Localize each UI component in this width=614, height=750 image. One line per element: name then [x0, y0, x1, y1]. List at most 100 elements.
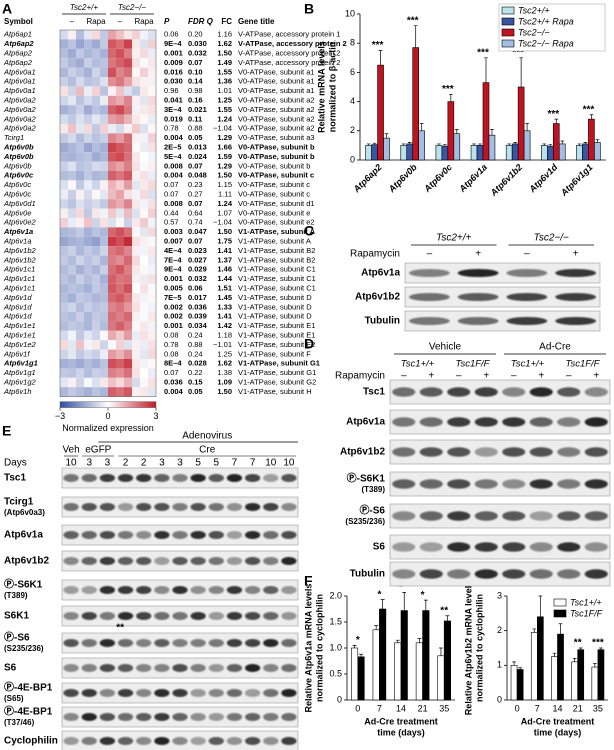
column-header: Gene title	[238, 17, 275, 26]
x-tick-label: Atp6v0b	[386, 162, 419, 195]
heatmap-cell	[100, 48, 108, 59]
y-tick-label: 1.5	[329, 616, 342, 626]
blot-band	[99, 557, 116, 565]
bar	[588, 118, 595, 161]
days-label: Days	[4, 458, 27, 469]
blot-band	[172, 586, 188, 594]
heatmap-cell	[116, 133, 124, 143]
heatmap-cell	[108, 171, 116, 181]
fold-change: 1.25	[217, 95, 232, 104]
significance: **	[440, 605, 448, 616]
fdr-q: 0.07	[188, 161, 203, 170]
heatmap-cell	[132, 105, 140, 115]
gene-symbol: Atp6v1g1	[3, 368, 36, 377]
fold-change: 1.16	[217, 30, 232, 39]
significance: ***	[583, 104, 595, 115]
heatmap-cell	[148, 387, 156, 397]
heatmap-cell	[140, 387, 148, 397]
blot-band	[263, 503, 279, 511]
gene-title: V0-ATPase, subunit a2	[238, 95, 315, 104]
gene-symbol: Atp6v1c1	[3, 283, 35, 292]
heatmap-cell	[76, 387, 84, 397]
blot-band	[557, 542, 581, 552]
bar	[447, 101, 455, 161]
blot-band	[408, 317, 450, 325]
heatmap-cell	[132, 368, 140, 378]
fdr-q: 0.032	[188, 274, 207, 283]
blot-band	[419, 479, 443, 489]
heatmap-cell	[84, 171, 92, 181]
error-bar	[583, 142, 588, 144]
blot-band	[226, 612, 243, 620]
heatmap-cell	[124, 218, 132, 228]
fold-change: −1.04	[213, 124, 232, 133]
blot-band	[190, 531, 206, 539]
significance: *	[421, 590, 425, 601]
blot-band	[506, 269, 548, 277]
heatmap-cell	[68, 246, 76, 256]
error-bar	[423, 599, 428, 611]
heatmap-cell	[140, 114, 148, 124]
heatmap-cell	[100, 39, 108, 49]
bar	[558, 143, 566, 161]
heatmap-cell	[108, 30, 116, 40]
blot-band	[226, 474, 243, 482]
heatmap-cell	[60, 293, 68, 303]
heatmap-cell	[100, 246, 108, 256]
fdr-q: 0.24	[188, 349, 203, 358]
blot-band	[63, 664, 79, 672]
blot-band	[281, 689, 297, 697]
p-value: 0.002	[164, 312, 183, 321]
column-header: Symbol	[4, 17, 33, 26]
blot-band	[136, 612, 152, 620]
heatmap-cell	[92, 255, 100, 265]
fold-change: 1.44	[217, 274, 232, 283]
heatmap-cell	[116, 368, 124, 378]
fold-change: 1.55	[217, 67, 232, 76]
blot-band	[99, 639, 116, 647]
p-value: 7E–4	[164, 255, 182, 264]
heatmap-cell	[92, 171, 100, 181]
error-bar	[572, 658, 577, 662]
heatmap-cell	[68, 161, 76, 171]
error-bar	[507, 143, 511, 146]
blot-label: (T389)	[361, 485, 385, 494]
blot-label: Cyclophilin	[4, 736, 58, 747]
p-value: 0.009	[164, 58, 183, 67]
heatmap-cell	[92, 86, 100, 96]
heatmap-cell	[148, 255, 156, 265]
heatmap-cell	[140, 312, 148, 322]
gene-symbol: Atp6v1h	[3, 387, 32, 396]
heatmap-cell	[108, 133, 116, 143]
heatmap-cell	[148, 265, 156, 275]
p-value: 9E–4	[164, 265, 182, 274]
bar	[400, 145, 408, 161]
y-axis-title: normalized to cyclophilin	[474, 594, 484, 702]
heatmap-cell	[92, 321, 100, 331]
gene-title: V0-ATPase, subunit c	[238, 189, 310, 198]
heatmap-cell	[100, 218, 108, 228]
heatmap-cell	[108, 105, 116, 115]
heatmap-cell	[76, 330, 84, 341]
gene-symbol: Atp6v1a	[3, 236, 32, 245]
heatmap-cell	[148, 218, 156, 228]
heatmap-cell	[116, 86, 124, 96]
p-value: 0.001	[164, 321, 183, 330]
p-value: 0.57	[164, 218, 179, 227]
blot-band	[555, 317, 597, 325]
blot-band	[502, 542, 526, 552]
blot-band	[190, 557, 206, 565]
heatmap-cell	[68, 368, 76, 378]
heatmap-cell	[76, 180, 84, 190]
blot-band	[281, 737, 297, 745]
heatmap-cell	[92, 124, 100, 134]
heatmap-cell	[76, 255, 84, 265]
heatmap-cell	[68, 208, 76, 218]
bar	[510, 665, 518, 701]
blot-band	[474, 387, 498, 397]
genotype-header: Tsc1F/F	[566, 359, 601, 370]
day: 5	[195, 458, 201, 469]
bar	[594, 142, 601, 161]
heatmap-cell	[100, 189, 108, 200]
heatmap-cell	[116, 321, 124, 331]
